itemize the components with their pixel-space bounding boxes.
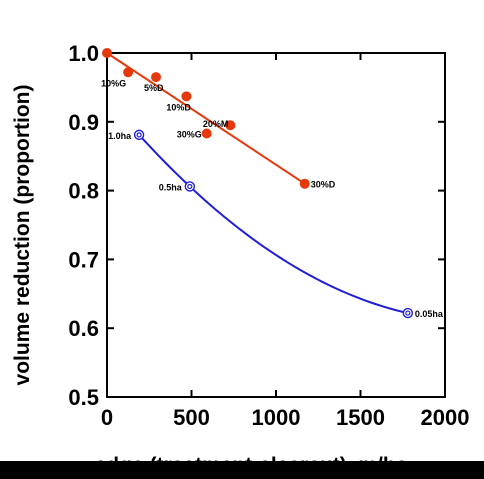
x-tick-label: 1500	[336, 405, 385, 430]
dispersed-point	[299, 178, 310, 189]
aggregated-point	[402, 307, 414, 319]
x-tick-label: 1000	[252, 405, 301, 430]
y-tick-label: 0.8	[68, 179, 99, 204]
aggregated-point-outer-ring	[133, 129, 145, 141]
bottom-bar	[0, 461, 484, 479]
aggregated-point-inner-ring	[405, 310, 411, 316]
point-labels: 10%G 5%D10%D 30%G20%M 30%D 1.0ha 0.5ha 0.05ha	[101, 78, 444, 319]
y-axis-title: volume reduction (proportion)	[11, 85, 34, 386]
dispersed-point	[225, 120, 236, 131]
plot-border	[106, 52, 446, 398]
aggregated-point-inner-ring	[187, 183, 193, 190]
aggregated-point-inner-ring	[136, 132, 142, 138]
point-label: 20%M	[203, 119, 229, 129]
point-label: 0.5ha	[159, 182, 183, 192]
dispersed-trend-line	[106, 52, 306, 185]
point-label: 10%D	[166, 102, 191, 112]
x-tick-label: 500	[173, 405, 210, 430]
plot-area	[106, 52, 446, 398]
y-tick-label: 1.0	[68, 41, 99, 66]
y-tick-label: 0.7	[68, 247, 99, 272]
aggregated-point	[133, 129, 145, 141]
aggregated-point-outer-ring	[402, 307, 414, 319]
y-tick-label: 0.6	[68, 316, 99, 341]
point-label: 10%G	[101, 78, 126, 88]
aggregated-trend-curve	[138, 134, 409, 315]
trend-lines	[106, 52, 409, 315]
dispersed-point	[151, 72, 162, 83]
aggregated-point	[184, 181, 196, 192]
y-tick-label: 0.5	[68, 385, 99, 410]
x-tick-label: 0	[101, 405, 113, 430]
point-label: 5%D	[144, 83, 164, 93]
x-tick-label: 2000	[421, 405, 470, 430]
axis-ticks: 0 500 1000 1500 2000 0.5 0.6 0.7 0.8 0.9 1.0	[68, 41, 469, 430]
point-label: 0.05ha	[415, 309, 444, 319]
dispersed-point	[201, 128, 212, 139]
point-label: 30%D	[311, 180, 336, 190]
aggregated-point-outer-ring	[184, 181, 196, 192]
point-label: 1.0ha	[108, 131, 132, 141]
dispersed-point	[102, 48, 112, 58]
dispersed-point	[123, 67, 134, 78]
point-label: 30%G	[177, 129, 202, 139]
y-tick-label: 0.9	[68, 110, 99, 135]
data-points	[102, 48, 414, 319]
dispersed-point	[181, 91, 192, 102]
